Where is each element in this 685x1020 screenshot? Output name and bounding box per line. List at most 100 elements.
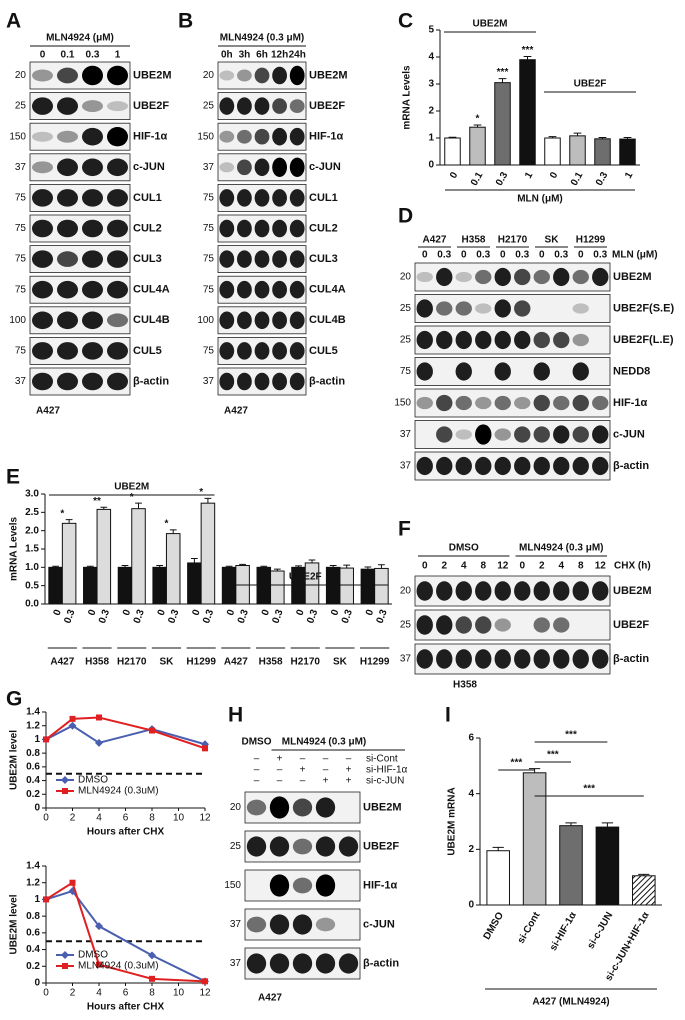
blot-band (237, 311, 252, 330)
treatment-label: CHX (h) (614, 561, 651, 572)
blot-band (553, 331, 570, 349)
y-axis-label: UBE2M level (9, 894, 20, 954)
bar (469, 126, 486, 166)
blot-band (533, 649, 550, 669)
group-label: UBE2M (114, 482, 149, 493)
blot-band (475, 396, 492, 410)
blot-band (254, 311, 270, 330)
lane-label: 0 (539, 250, 545, 261)
blot-band (436, 267, 453, 287)
blot-band (57, 97, 78, 115)
blot-band (292, 838, 313, 855)
molecular-weight: 37 (400, 429, 412, 440)
molecular-weight: 100 (197, 315, 214, 326)
molecular-weight: 75 (203, 346, 215, 357)
legend-marker (62, 788, 68, 794)
x-tick-label: 0 (448, 170, 461, 181)
condition-sign: – (254, 776, 260, 787)
blot-band (107, 313, 128, 328)
blot-band (254, 219, 270, 238)
x-tick-label: 0.1 (569, 170, 586, 188)
condition-sign: – (277, 776, 283, 787)
blot-band (237, 129, 252, 144)
blot-band (107, 280, 128, 299)
blot-band (315, 917, 336, 932)
molecular-weight: 150 (394, 398, 411, 409)
blot-band (514, 581, 531, 601)
cell-line: A427 (36, 406, 60, 417)
blot-band (237, 219, 252, 238)
blot-band (572, 333, 589, 347)
blot-band (455, 616, 472, 634)
blot-band (32, 97, 53, 115)
category-label: H2170 (291, 657, 321, 668)
y-tick-label: 0.0 (25, 599, 39, 610)
x-tick-label: 0 (190, 608, 202, 617)
blot-band (553, 649, 570, 669)
molecular-weight: 20 (400, 586, 412, 597)
error-bar (100, 506, 108, 510)
y-axis-label: mRNA Levels (402, 65, 413, 130)
error-bar (273, 568, 281, 571)
bar (632, 875, 656, 906)
x-tick-label: 6 (123, 813, 129, 824)
y-tick-label: 0.8 (26, 911, 40, 922)
blot-band (289, 219, 305, 238)
blot-band (416, 649, 433, 669)
protein-name: β-actin (133, 375, 169, 387)
blot-band (533, 394, 550, 412)
molecular-weight: 75 (15, 254, 27, 265)
y-tick-label: 2.5 (25, 507, 39, 518)
bar (595, 826, 620, 906)
x-tick-label: si-Cont (516, 910, 543, 946)
blot-band (219, 250, 235, 268)
x-axis-label: Hours after CHX (87, 827, 165, 838)
protein-name: CUL4B (309, 314, 346, 326)
protein-name: UBE2F (309, 100, 345, 112)
protein-name: c-JUN (133, 161, 165, 173)
condition-sign: – (323, 765, 329, 776)
molecular-weight: 37 (400, 654, 412, 665)
x-tick-label: 2 (70, 813, 76, 824)
y-tick-label: 3.0 (25, 489, 39, 500)
lane-label: 12h (271, 50, 288, 61)
error-bar (204, 497, 212, 504)
blot-band (533, 426, 550, 443)
molecular-weight: 37 (230, 919, 242, 930)
bar (569, 135, 586, 166)
blot-band (219, 311, 235, 330)
error-bar (260, 565, 268, 568)
blot-band (416, 330, 433, 350)
x-tick-label: si-HIF-1α (548, 910, 579, 953)
blot-band (254, 280, 270, 299)
blot-band (592, 581, 609, 601)
blot-band (436, 426, 453, 443)
significance: * (476, 114, 480, 125)
protein-name: β-actin (613, 653, 649, 665)
lane-label: 4 (461, 561, 467, 572)
protein-name: c-JUN (613, 428, 645, 440)
blot-band (82, 342, 103, 360)
cell-line: A427 (258, 993, 282, 1004)
blot-band (32, 372, 53, 391)
condition-sign: + (346, 765, 352, 776)
bar (48, 566, 63, 605)
lane-label: 0 (422, 250, 428, 261)
error-bar (52, 565, 59, 568)
y-tick-label: 0.2 (26, 789, 40, 800)
protein-name: CUL5 (133, 345, 162, 357)
x-tick-label: 1 (623, 170, 636, 181)
cell-line: H358 (453, 680, 477, 691)
blot-band (107, 158, 128, 177)
blot-strip (414, 357, 611, 386)
blot-band (494, 267, 511, 287)
y-tick-label: 2 (428, 106, 434, 117)
cell-line: H1299 (576, 235, 606, 246)
blot-band (533, 331, 550, 349)
error-bar (378, 564, 385, 569)
blot-band (494, 299, 511, 318)
error-bar (473, 124, 482, 128)
lane-label: 2 (539, 561, 545, 572)
blot-band (82, 250, 103, 268)
blot-band (436, 456, 453, 476)
